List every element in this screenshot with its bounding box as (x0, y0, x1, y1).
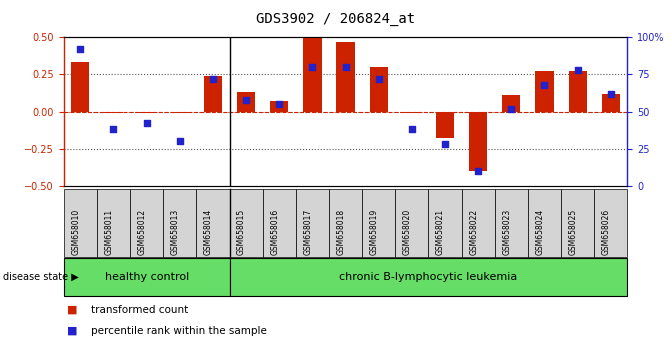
Text: percentile rank within the sample: percentile rank within the sample (91, 326, 266, 336)
Bar (71, 62, 89, 112)
Bar (535, 72, 554, 112)
Point (108, 126, 119, 132)
Bar (370, 67, 388, 112)
Text: GSM658016: GSM658016 (270, 209, 279, 255)
Bar (502, 95, 521, 112)
Point (142, 121, 152, 126)
Text: ■: ■ (67, 326, 78, 336)
Text: GSM658024: GSM658024 (535, 209, 544, 255)
Point (207, 76, 218, 82)
Text: GDS3902 / 206824_at: GDS3902 / 206824_at (256, 12, 415, 27)
Text: ■: ■ (67, 305, 78, 315)
Text: GSM658014: GSM658014 (204, 209, 213, 255)
Bar (469, 112, 487, 171)
Point (440, 141, 450, 147)
Bar (403, 112, 421, 113)
Point (539, 82, 550, 87)
Text: GSM658018: GSM658018 (337, 209, 346, 255)
Text: GSM658020: GSM658020 (403, 209, 412, 255)
Text: transformed count: transformed count (91, 305, 188, 315)
Text: GSM658011: GSM658011 (105, 209, 113, 255)
Point (174, 138, 185, 144)
Point (307, 64, 318, 70)
Point (274, 101, 285, 107)
Bar (170, 112, 189, 113)
Bar (336, 42, 355, 112)
Text: GSM658026: GSM658026 (602, 209, 611, 255)
Text: GSM658022: GSM658022 (469, 209, 478, 255)
Point (373, 76, 384, 82)
Text: chronic B-lymphocytic leukemia: chronic B-lymphocytic leukemia (340, 272, 517, 282)
Text: GSM658010: GSM658010 (71, 209, 81, 255)
Text: disease state ▶: disease state ▶ (3, 272, 79, 282)
Point (241, 97, 252, 102)
Bar (436, 112, 454, 138)
Text: GSM658015: GSM658015 (237, 209, 246, 255)
Bar (270, 101, 289, 112)
Text: GSM658017: GSM658017 (303, 209, 313, 255)
Text: GSM658025: GSM658025 (568, 209, 578, 255)
Point (506, 106, 517, 112)
Point (473, 168, 484, 174)
Text: GSM658023: GSM658023 (503, 209, 511, 255)
Bar (237, 92, 255, 112)
Bar (303, 37, 321, 112)
Point (605, 91, 616, 97)
Point (572, 67, 583, 73)
Text: GSM658013: GSM658013 (171, 209, 180, 255)
Text: healthy control: healthy control (105, 272, 189, 282)
Text: GSM658012: GSM658012 (138, 209, 147, 255)
Text: GSM658019: GSM658019 (370, 209, 378, 255)
Point (407, 126, 417, 132)
Bar (602, 94, 620, 112)
Point (75, 46, 86, 52)
Bar (204, 76, 222, 112)
Bar (105, 112, 123, 113)
Point (340, 64, 351, 70)
Bar (138, 112, 156, 113)
Text: GSM658021: GSM658021 (436, 209, 445, 255)
Bar (568, 72, 586, 112)
